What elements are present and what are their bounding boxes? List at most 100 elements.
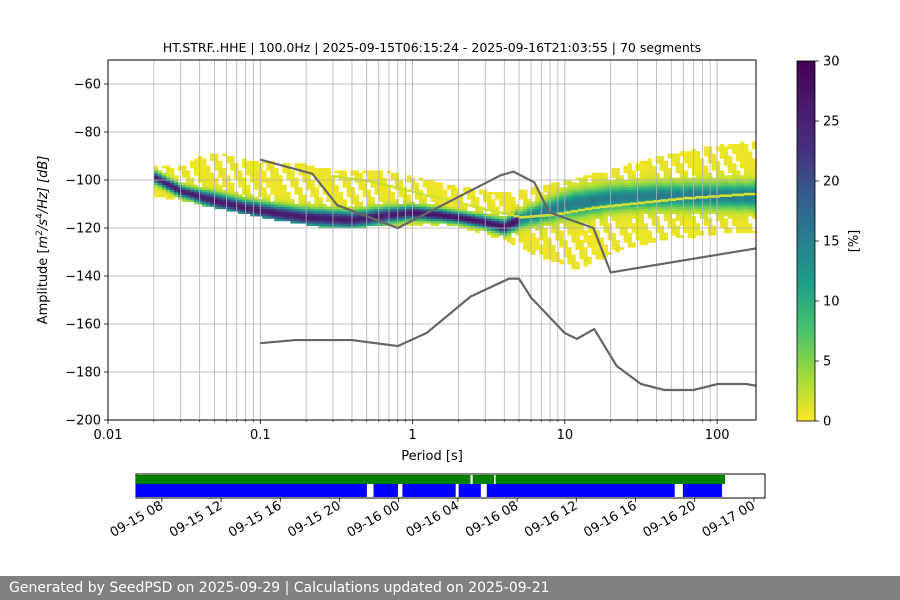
- heatmap-cell: [202, 168, 207, 171]
- heatmap-cell: [659, 163, 665, 166]
- heatmap-cell: [599, 240, 604, 243]
- heatmap-cell: [735, 151, 741, 154]
- heatmap-cell: [719, 201, 725, 205]
- heatmap-cell: [631, 244, 636, 248]
- heatmap-cell: [185, 199, 191, 202]
- heatmap-cell: [567, 223, 572, 226]
- heatmap-cell: [747, 208, 753, 212]
- heatmap-cell: [495, 194, 500, 198]
- heatmap-cell: [599, 223, 604, 226]
- heatmap-cell: [310, 170, 315, 174]
- heatmap-cell: [687, 228, 693, 231]
- heatmap-cell: [507, 216, 512, 219]
- heatmap-cell: [487, 206, 492, 210]
- heatmap-cell: [523, 192, 528, 195]
- heatmap-cell: [306, 220, 311, 224]
- heatmap-cell: [743, 223, 749, 226]
- heatmap-cell: [414, 196, 420, 200]
- heatmap-cell: [735, 189, 741, 193]
- heatmap-cell: [210, 175, 215, 178]
- heatmap-cell: [647, 180, 653, 183]
- heatmap-cell: [595, 232, 600, 236]
- heatmap-cell: [631, 189, 636, 193]
- heatmap-cell: [743, 172, 749, 176]
- heatmap-cell: [627, 211, 632, 214]
- heatmap-cell: [619, 196, 624, 200]
- heatmap-cell: [398, 194, 404, 198]
- heatmap-cell: [270, 201, 275, 205]
- heatmap-cell: [671, 180, 677, 183]
- heatmap-cell: [531, 189, 536, 193]
- heatmap-cell: [675, 160, 681, 164]
- heatmap-cell: [226, 160, 231, 164]
- heatmap-cell: [358, 201, 363, 205]
- heatmap-cell: [438, 189, 444, 193]
- heatmap-cell: [647, 182, 653, 186]
- heatmap-cell: [177, 189, 183, 193]
- heatmap-cell: [731, 187, 737, 190]
- heatmap-cell: [747, 225, 753, 229]
- heatmap-cell: [430, 182, 436, 186]
- heatmap-cell: [579, 247, 584, 250]
- heatmap-cell: [206, 204, 211, 207]
- heatmap-cell: [222, 153, 227, 157]
- heatmap-cell: [177, 196, 183, 200]
- heatmap-cell: [547, 223, 552, 226]
- heatmap-cell: [442, 213, 448, 217]
- heatmap-cell: [639, 232, 644, 236]
- heatmap-cell: [747, 156, 753, 159]
- heatmap-cell: [655, 225, 661, 229]
- heatmap-cell: [334, 220, 339, 224]
- heatmap-cell: [607, 194, 612, 198]
- heatmap-cell: [611, 206, 616, 210]
- heatmap-cell: [406, 180, 412, 183]
- heatmap-cell: [675, 184, 681, 188]
- heatmap-cell: [422, 182, 428, 186]
- heatmap-cell: [735, 211, 741, 214]
- heatmap-cell: [543, 254, 548, 258]
- heatmap-cell: [663, 213, 669, 217]
- heatmap-cell: [206, 182, 211, 186]
- heatmap-cell: [639, 168, 644, 171]
- heatmap-cell: [282, 216, 287, 219]
- heatmap-cell: [270, 180, 275, 183]
- heatmap-cell: [643, 242, 649, 246]
- heatmap-cell: [587, 216, 592, 219]
- heatmap-cell: [615, 242, 620, 246]
- heatmap-cell: [571, 254, 576, 258]
- heatmap-cell: [523, 225, 528, 229]
- heatmap-cell: [523, 237, 528, 241]
- heatmap-cell: [547, 187, 552, 190]
- heatmap-cell: [739, 175, 745, 178]
- footer-text: Generated by SeedPSD on 2025-09-29 | Cal…: [9, 580, 550, 596]
- heatmap-cell: [571, 192, 576, 195]
- heatmap-cell: [639, 218, 644, 222]
- heatmap-cell: [579, 194, 584, 198]
- heatmap-cell: [695, 211, 701, 214]
- heatmap-cell: [226, 196, 231, 200]
- psd-segment: [402, 484, 456, 497]
- heatmap-cell: [703, 220, 709, 224]
- heatmap-cell: [623, 228, 628, 231]
- heatmap-cell: [458, 220, 464, 224]
- heatmap-cell: [169, 194, 175, 198]
- heatmap-cell: [185, 177, 191, 181]
- heatmap-cell: [544, 214, 551, 217]
- heatmap-cell: [623, 225, 628, 229]
- heatmap-cell: [663, 184, 669, 188]
- heatmap-cell: [503, 220, 508, 224]
- heatmap-cell: [499, 225, 504, 229]
- heatmap-cell: [418, 177, 424, 181]
- heatmap-cell: [390, 172, 396, 176]
- heatmap-cell: [402, 218, 408, 222]
- heatmap-cell: [193, 196, 199, 200]
- heatmap-cell: [711, 168, 717, 171]
- heatmap-cell: [563, 196, 568, 200]
- heatmap-cell: [727, 201, 733, 205]
- heatmap-cell: [735, 177, 741, 181]
- heatmap-cell: [703, 146, 709, 150]
- heatmap-cell: [318, 211, 323, 214]
- heatmap-cell: [466, 211, 472, 214]
- heatmap-cell: [286, 172, 291, 176]
- heatmap-cell: [523, 213, 528, 217]
